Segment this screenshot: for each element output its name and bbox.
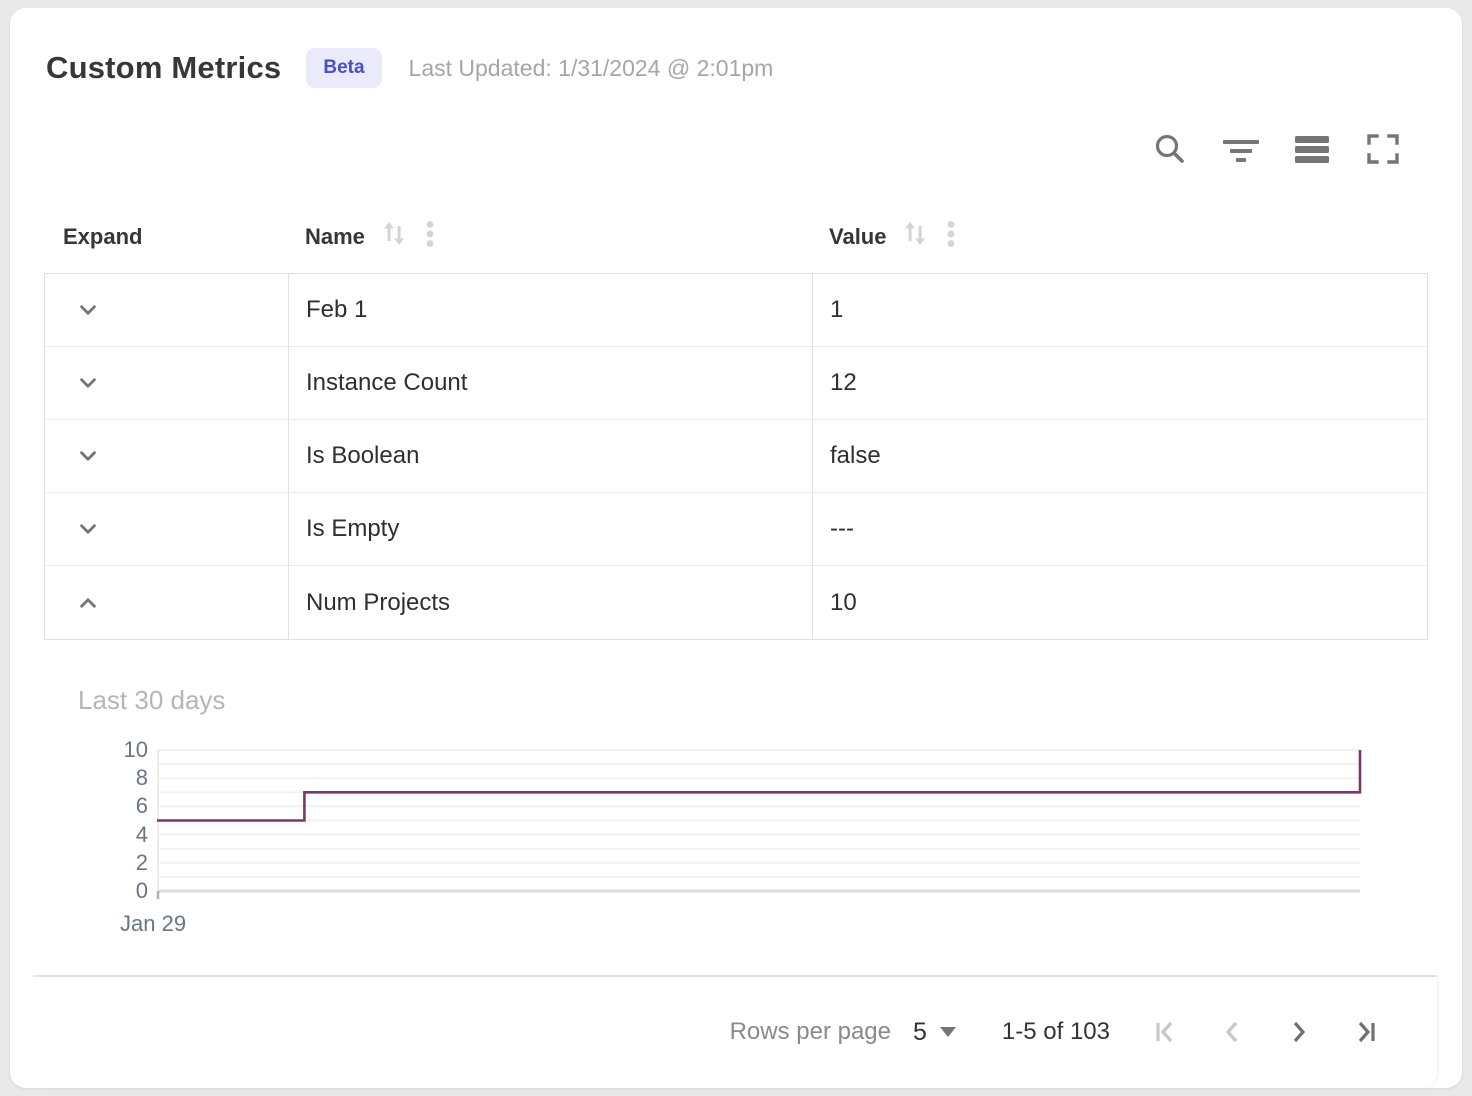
fullscreen-button[interactable] [1364,130,1402,168]
metric-value-cell[interactable]: false [812,420,1427,492]
rows-per-page-select[interactable]: 5 [913,1018,956,1047]
sort-arrows-icon[interactable] [900,220,930,253]
column-header-expand: Expand [44,224,287,250]
filter-icon [1223,140,1259,162]
chart-title: Last 30 days [78,685,226,715]
chevron-down-icon [80,305,96,315]
fullscreen-icon [1367,134,1399,164]
first-page-icon [1156,1021,1173,1043]
chart-y-tick-label: 4 [135,821,148,847]
expand-row-button[interactable] [74,515,102,543]
column-menu-icon[interactable] [946,220,956,254]
metrics-table: Expand Name [44,200,1428,640]
next-page-button[interactable] [1284,1017,1314,1047]
header: Custom Metrics Beta Last Updated: 1/31/2… [46,48,773,88]
rows-per-page-label: Rows per page [729,1018,891,1045]
last-page-icon [1358,1021,1375,1043]
metric-name-cell[interactable]: Num Projects [288,566,812,639]
density-button[interactable] [1293,130,1331,168]
metric-name-cell[interactable]: Is Empty [288,493,812,565]
expand-row-button[interactable] [74,442,102,470]
chart-y-tick-label: 6 [135,793,148,819]
pagination-range-label: 1-5 of 103 [1001,1018,1110,1045]
rows-per-page-value[interactable]: 5 [913,1017,927,1046]
page-title: Custom Metrics [46,50,282,85]
table-row: Num Projects 10 [45,566,1427,639]
chart-y-tick-label: 8 [135,765,148,791]
expand-row-button[interactable] [74,369,102,397]
table-body: Feb 1 1 Instance Count 12 Is Boolean false Is … [44,273,1428,640]
search-button[interactable] [1151,130,1189,168]
expand-cell [45,274,288,346]
pagination-controls [1150,1017,1381,1047]
expand-cell [45,566,288,639]
column-header-value[interactable]: Value [811,220,1428,254]
custom-metrics-card: Custom Metrics Beta Last Updated: 1/31/2… [10,8,1462,1088]
chart-x-tick-label: Jan 29 [120,911,187,936]
metric-value-cell[interactable]: 10 [812,566,1427,639]
table-footer: Rows per page 5 1-5 of 103 [33,975,1437,1087]
chevron-down-icon [80,524,96,534]
metric-value-cell[interactable]: 1 [812,274,1427,346]
detail-chart-svg [156,749,1362,899]
density-icon [1295,136,1329,163]
expand-cell [45,493,288,565]
chevron-right-icon [1293,1021,1306,1043]
chevron-up-icon [80,597,96,608]
detail-chart [156,749,1362,899]
column-header-value-label[interactable]: Value [829,223,887,249]
column-menu-icon[interactable] [425,220,435,254]
table-row: Is Boolean false [45,420,1427,493]
last-page-button[interactable] [1351,1017,1381,1047]
metric-value-cell[interactable]: --- [812,493,1427,565]
metric-name-cell[interactable]: Instance Count [288,347,812,419]
beta-badge: Beta [306,48,382,88]
metric-value-cell[interactable]: 12 [812,347,1427,419]
chevron-down-icon [80,378,96,388]
caret-down-icon [939,1027,956,1037]
column-header-name[interactable]: Name [287,220,811,254]
table-header-row: Expand Name [44,200,1428,273]
metric-name-cell[interactable]: Feb 1 [288,274,812,346]
chevron-left-icon [1225,1021,1238,1043]
chart-y-tick-label: 2 [135,849,148,875]
expand-cell [45,420,288,492]
last-updated-text: Last Updated: 1/31/2024 @ 2:01pm [408,54,774,81]
expand-cell [45,347,288,419]
sort-arrows-icon[interactable] [379,220,409,253]
column-header-name-label[interactable]: Name [305,223,365,249]
chart-y-axis-labels: 0 2 4 6 8 10 [88,737,148,903]
chart-y-tick-label: 10 [123,737,148,762]
search-icon [1155,134,1184,163]
filter-button[interactable] [1222,130,1260,168]
chart-y-tick-label: 0 [135,878,148,903]
collapse-row-button[interactable] [74,589,102,617]
metric-name-cell[interactable]: Is Boolean [288,420,812,492]
table-toolbar [1151,130,1402,168]
chevron-down-icon [80,451,96,461]
first-page-button[interactable] [1150,1017,1180,1047]
previous-page-button[interactable] [1217,1017,1247,1047]
expand-row-button[interactable] [74,296,102,324]
column-header-expand-label: Expand [63,223,143,249]
table-row: Instance Count 12 [45,347,1427,420]
table-row: Is Empty --- [45,493,1427,566]
